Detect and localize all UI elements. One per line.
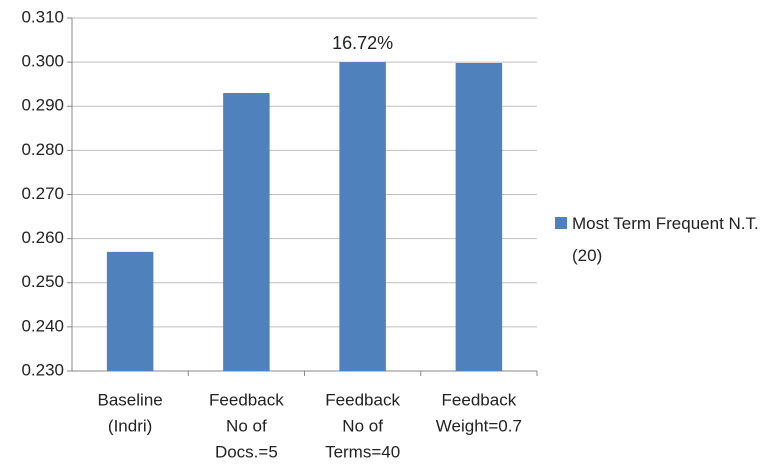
- y-tick-label: 0.290: [21, 96, 64, 115]
- x-tick-label: Terms=40: [325, 442, 400, 461]
- y-tick-label: 0.300: [21, 52, 64, 71]
- y-tick-label: 0.280: [21, 140, 64, 159]
- legend-label: Most Term Frequent N.T.(20): [572, 214, 759, 265]
- y-tick-label: 0.250: [21, 272, 64, 291]
- legend-swatch: [555, 217, 567, 229]
- x-tick-label: Docs.=5: [215, 442, 278, 461]
- x-tick-label: (Indri): [108, 416, 152, 435]
- y-tick-label: 0.310: [21, 7, 64, 26]
- x-tick-label: Weight=0.7: [436, 416, 522, 435]
- bar: [106, 251, 154, 371]
- y-tick-label: 0.270: [21, 184, 64, 203]
- x-tick-label: Feedback: [325, 390, 400, 409]
- bar: [223, 93, 270, 371]
- x-tick-label: Feedback: [442, 390, 517, 409]
- annotation: 16.72%: [332, 33, 393, 53]
- y-tick-label: 0.230: [21, 360, 64, 379]
- bar: [455, 63, 503, 371]
- y-tick-label: 0.260: [21, 228, 64, 247]
- x-tick-label: Baseline: [98, 390, 163, 409]
- bar: [339, 62, 386, 371]
- y-tick-label: 0.240: [21, 316, 64, 335]
- x-tick-label: No of: [342, 416, 383, 435]
- x-tick-label: Feedback: [209, 390, 284, 409]
- x-tick-label: No of: [226, 416, 267, 435]
